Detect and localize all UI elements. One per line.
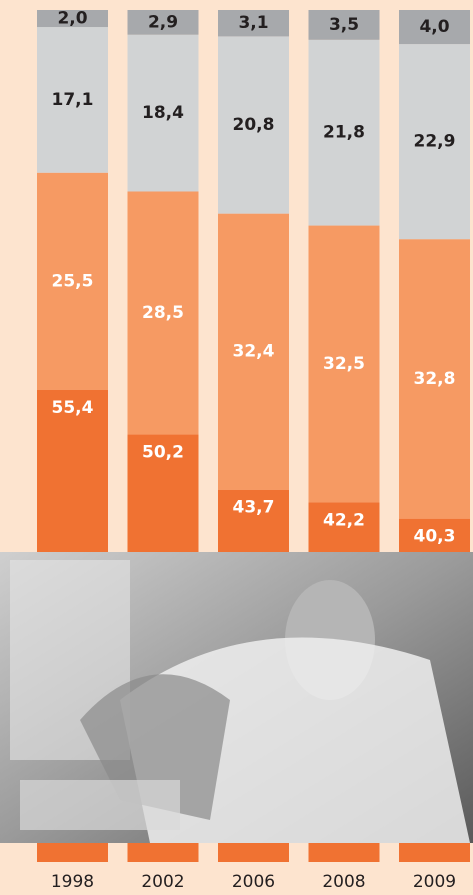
x-tick-label: 2006 xyxy=(232,872,275,892)
value-label: 28,5 xyxy=(142,303,184,323)
chart: 1998 2002 2006 2008 2009 55,4 25,5 17,1 2,0 50,2 2… xyxy=(0,0,473,895)
x-tick-label: 2002 xyxy=(141,872,184,892)
x-tick-label: 1998 xyxy=(51,872,94,892)
value-label: 50,2 xyxy=(142,442,184,462)
value-label: 2,9 xyxy=(148,12,178,32)
value-label: 21,8 xyxy=(323,123,365,143)
value-label: 43,7 xyxy=(233,498,275,518)
page: {"chart_data": {"type": "bar", "stacked"… xyxy=(0,0,473,895)
value-label: 42,2 xyxy=(323,510,365,530)
photo xyxy=(0,552,473,843)
x-tick-label: 2009 xyxy=(413,872,456,892)
value-label: 32,4 xyxy=(233,342,275,362)
value-label: 4,0 xyxy=(419,17,449,37)
value-label: 25,5 xyxy=(52,271,94,291)
value-label: 40,3 xyxy=(414,527,456,547)
value-label: 3,5 xyxy=(329,15,359,35)
value-label: 2,0 xyxy=(57,9,87,29)
value-label: 20,8 xyxy=(233,115,275,135)
value-label: 32,8 xyxy=(414,369,456,389)
x-tick-label: 2008 xyxy=(322,872,365,892)
value-label: 22,9 xyxy=(414,132,456,152)
value-label: 55,4 xyxy=(52,398,94,418)
value-label: 18,4 xyxy=(142,103,184,123)
value-label: 17,1 xyxy=(52,90,94,110)
value-label: 32,5 xyxy=(323,354,365,374)
value-label: 3,1 xyxy=(238,13,268,33)
